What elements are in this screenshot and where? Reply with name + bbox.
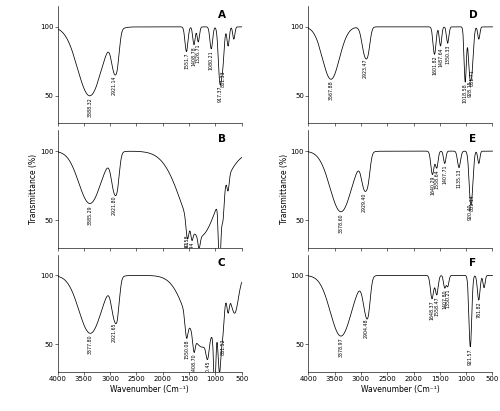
Text: 923.54: 923.54: [217, 374, 222, 390]
Text: 1550.08: 1550.08: [184, 339, 189, 359]
Text: 920.40: 920.40: [468, 204, 473, 220]
Text: D: D: [468, 10, 477, 20]
Text: 1407.80: 1407.80: [442, 289, 447, 309]
Text: 881.14: 881.14: [470, 194, 475, 210]
Text: 2904.48: 2904.48: [364, 318, 368, 338]
Text: 3378.97: 3378.97: [338, 337, 344, 357]
Text: 1534.61: 1534.61: [185, 240, 190, 260]
Text: 1558.64: 1558.64: [434, 170, 440, 189]
Text: 1558.47: 1558.47: [434, 296, 440, 316]
Text: B: B: [218, 134, 226, 144]
Text: C: C: [218, 258, 226, 268]
Text: 761.82: 761.82: [476, 302, 482, 318]
Text: 1326.71: 1326.71: [196, 43, 201, 63]
X-axis label: Wavenumber (Cm⁻¹): Wavenumber (Cm⁻¹): [110, 385, 189, 394]
Text: 1350.33: 1350.33: [445, 45, 450, 64]
Text: 1407.71: 1407.71: [442, 165, 447, 185]
Text: E: E: [468, 134, 475, 144]
Text: 2923.47: 2923.47: [362, 59, 368, 78]
Text: 1018.58: 1018.58: [462, 83, 468, 103]
Text: 917.37: 917.37: [218, 85, 222, 102]
Text: 2921.65: 2921.65: [112, 322, 117, 342]
Y-axis label: Transmittance (%): Transmittance (%): [280, 154, 289, 224]
Text: 1640.29: 1640.29: [430, 176, 435, 196]
Text: 1551.7: 1551.7: [184, 53, 189, 69]
Text: 1648.37: 1648.37: [430, 300, 434, 320]
Text: 1135.13: 1135.13: [456, 169, 462, 189]
Text: 3377.80: 3377.80: [88, 335, 93, 354]
Text: 3385.29: 3385.29: [88, 205, 92, 224]
Text: 921.57: 921.57: [468, 348, 473, 365]
Text: 1408.70: 1408.70: [192, 354, 196, 373]
Text: 1014.42: 1014.42: [212, 387, 218, 406]
Text: 861.52: 861.52: [220, 338, 226, 355]
Text: 3567.88: 3567.88: [328, 81, 334, 100]
Text: 921.47: 921.47: [217, 263, 222, 279]
Text: A: A: [218, 10, 226, 20]
Text: 881.71: 881.71: [470, 69, 475, 86]
Text: 1601.82: 1601.82: [432, 56, 437, 75]
Text: 2929.40: 2929.40: [362, 192, 367, 212]
Text: 1080.21: 1080.21: [209, 50, 214, 70]
Text: 1487.64: 1487.64: [438, 47, 443, 67]
Text: 1311.15: 1311.15: [196, 250, 202, 270]
X-axis label: Wavenumber (Cm⁻¹): Wavenumber (Cm⁻¹): [361, 385, 440, 394]
Text: 3388.32: 3388.32: [87, 97, 92, 117]
Text: F: F: [468, 258, 475, 268]
Text: 1408.78: 1408.78: [192, 46, 196, 66]
Text: 1150.45: 1150.45: [205, 361, 210, 380]
Text: 1550.58: 1550.58: [184, 235, 189, 254]
Text: 3378.60: 3378.60: [338, 213, 344, 233]
Text: 2921.80: 2921.80: [112, 196, 117, 215]
Text: 1447.94: 1447.94: [190, 242, 194, 261]
Y-axis label: Transmittance (%): Transmittance (%): [30, 154, 38, 224]
Text: 861.33: 861.33: [220, 70, 226, 87]
Text: 1350.21: 1350.21: [445, 288, 450, 308]
Text: 2921.14: 2921.14: [112, 76, 117, 95]
Text: 928.15: 928.15: [468, 81, 472, 97]
